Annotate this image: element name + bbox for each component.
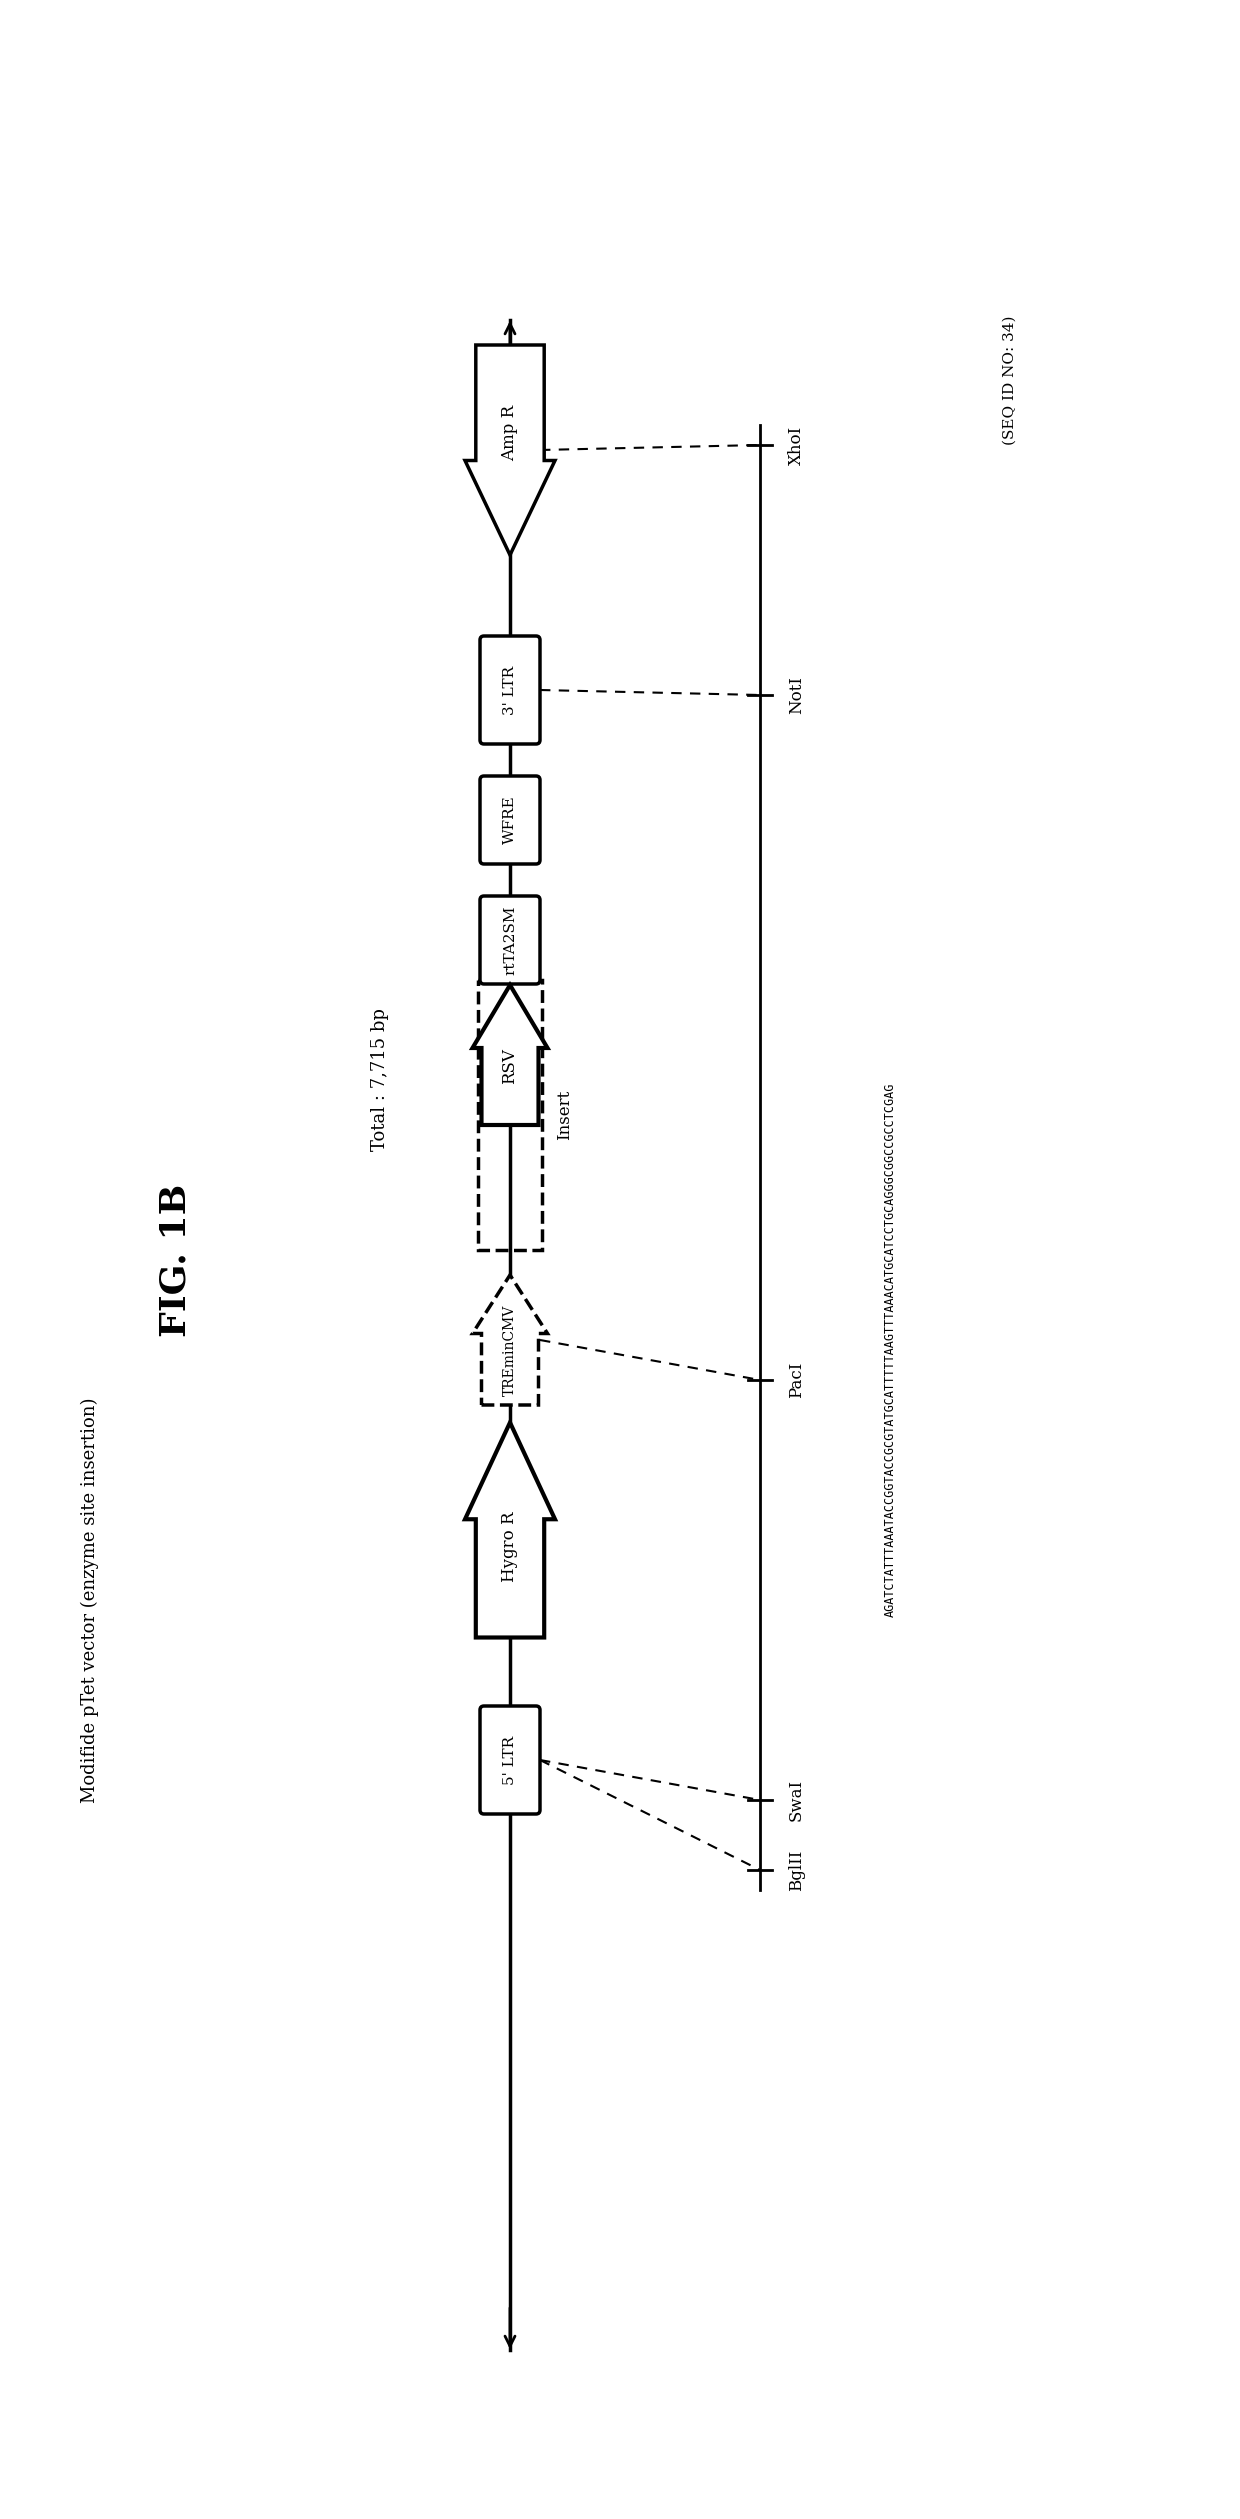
Text: (SEQ ID NO: 34): (SEQ ID NO: 34) [1003, 315, 1017, 446]
Text: Modifide pTet vector (enzyme site insertion): Modifide pTet vector (enzyme site insert… [81, 1398, 99, 1804]
Text: Total : 7,715 bp: Total : 7,715 bp [371, 1008, 389, 1151]
Text: 5' LTR: 5' LTR [503, 1736, 517, 1783]
FancyBboxPatch shape [480, 635, 539, 743]
Polygon shape [465, 345, 556, 554]
FancyBboxPatch shape [480, 897, 539, 985]
Text: AGATCTATTTAAATACCGGTACCGCGTATGCATTTTTAAGTTTAAACATGCATCCTGCAGGGCGGCCGCCTCGAG: AGATCTATTTAAATACCGGTACCGCGTATGCATTTTTAAG… [883, 1083, 897, 1617]
Text: SwaI: SwaI [787, 1778, 805, 1821]
Text: Hygro R: Hygro R [501, 1511, 518, 1582]
Text: NotI: NotI [787, 675, 805, 713]
FancyBboxPatch shape [480, 776, 539, 864]
Text: BglII: BglII [787, 1849, 805, 1892]
Text: WFRE: WFRE [503, 796, 517, 844]
Text: Amp R: Amp R [501, 406, 518, 461]
Text: RSV: RSV [501, 1048, 518, 1083]
Polygon shape [472, 1275, 548, 1406]
Polygon shape [465, 1423, 556, 1637]
Text: FIG. 1B: FIG. 1B [157, 1184, 192, 1338]
Text: Insert: Insert [557, 1091, 573, 1141]
Bar [477, 980, 542, 1249]
Text: PacI: PacI [787, 1363, 805, 1398]
FancyBboxPatch shape [480, 1705, 539, 1814]
Text: 3' LTR: 3' LTR [503, 665, 517, 715]
Polygon shape [472, 985, 548, 1126]
Text: rtTA2SM: rtTA2SM [503, 904, 517, 975]
Text: XhoI: XhoI [787, 426, 805, 463]
Text: TREminCMV: TREminCMV [503, 1305, 517, 1396]
Text: 76 bp: 76 bp [511, 1554, 529, 1605]
